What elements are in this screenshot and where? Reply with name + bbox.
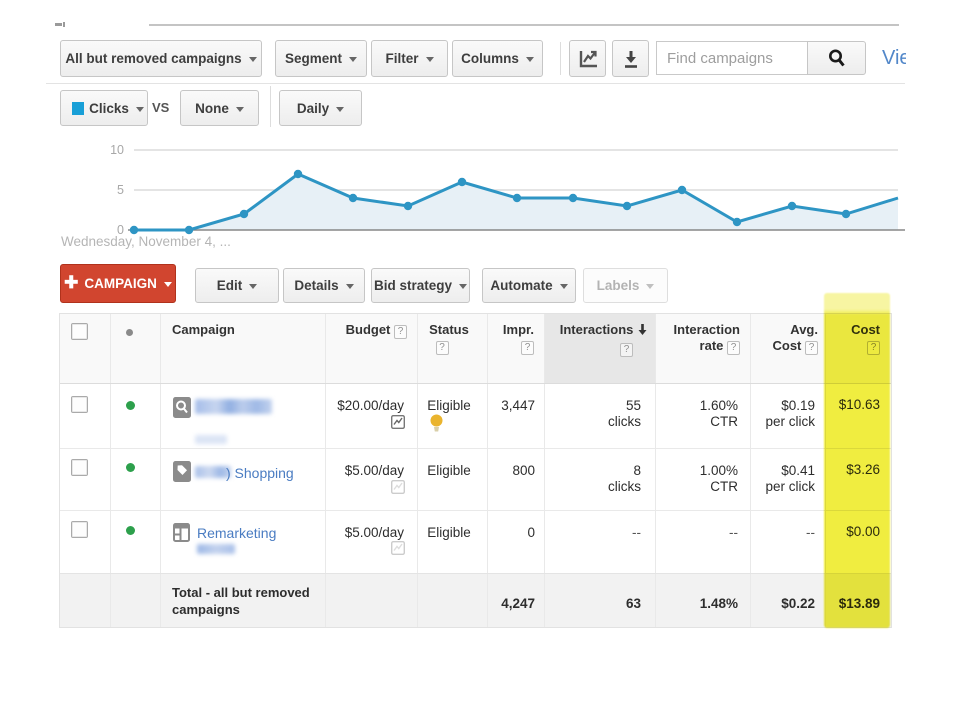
svg-text:10: 10 xyxy=(110,143,124,157)
svg-text:5: 5 xyxy=(117,183,124,197)
svg-text:0: 0 xyxy=(117,223,124,237)
svg-text:Wednesday, November 4, ...: Wednesday, November 4, ... xyxy=(61,234,231,249)
